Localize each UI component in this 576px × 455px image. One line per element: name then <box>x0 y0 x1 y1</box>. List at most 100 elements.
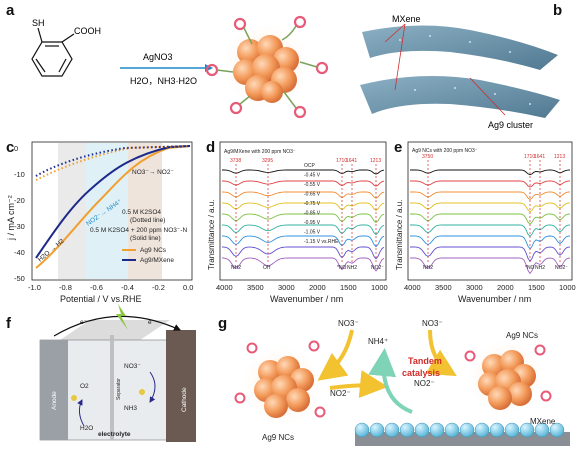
mxene-sheet-top <box>362 25 558 70</box>
surface-atom <box>414 422 430 438</box>
panel-d: d Ag9/MXene with 200 ppm NO3⁻ 3738 NH2 329… <box>206 139 388 304</box>
peak-label: 1710 <box>524 154 535 160</box>
e-y-axis-title: Transmittance / a.u. <box>395 200 404 270</box>
potential-label: -0.75 V <box>304 201 321 207</box>
panel-f-letter: f <box>6 315 12 332</box>
panel-e-letter: e <box>394 139 402 156</box>
spectrum-trace <box>410 224 571 238</box>
d-potential-labels: OCP -0.45 V -0.55 V -0.65 V -0.75 V -0.85 V -0… <box>304 163 339 245</box>
panel-a-letter: a <box>6 2 15 19</box>
h2o-label: H2O <box>80 425 93 432</box>
surface-atom <box>519 422 535 438</box>
c-x-axis-title: Potential / V vs.RHE <box>60 294 142 304</box>
ag9-cluster-dots <box>399 35 531 105</box>
anode-reaction-arrow <box>77 399 85 427</box>
spectrum-trace <box>410 235 571 250</box>
spectrum-trace <box>221 246 385 260</box>
surface-atom <box>504 422 520 438</box>
electron-label-2: e⁻ <box>148 319 156 326</box>
ag9-cluster-label: Ag9 cluster <box>488 120 533 130</box>
cell-top <box>60 320 170 340</box>
no2-right-label: NO2⁻ <box>414 379 435 388</box>
ag9-ncs-right-label: Ag9 NCs <box>506 331 538 340</box>
species-label: *NO <box>337 265 347 271</box>
potential-label: OCP <box>304 163 316 169</box>
x-tick: 2000 <box>309 283 326 292</box>
o2-bubble <box>71 395 77 401</box>
c-y-tick: -10 <box>14 170 25 179</box>
species-label: NO2⁻ <box>555 265 568 271</box>
panel-c: c H2O → H2 NO2⁻→ NH4⁺ NO3⁻→ NO2⁻ 0.5 M K… <box>6 139 193 304</box>
spectrum-trace <box>222 169 385 175</box>
c-x-tick-labels: -1.0 -0.8 -0.6 -0.4 -0.2 0.0 <box>28 283 193 292</box>
c-y-tick: -20 <box>14 196 25 205</box>
plot-e-frame <box>407 141 573 281</box>
e-spectra <box>410 169 571 275</box>
cluster-pointer <box>469 77 506 116</box>
sh-label: SH <box>32 18 45 28</box>
panel-e: e Ag9 NCs with 200 ppm NO3⁻ 3750 NH2 1710 *… <box>394 139 576 304</box>
surface-atom <box>354 422 370 438</box>
cathode-plate <box>166 330 196 442</box>
spectrum-trace <box>221 213 385 223</box>
no3-right-label: NO3⁻ <box>422 319 443 328</box>
c-y-tick: -50 <box>14 274 25 283</box>
x-tick: 1500 <box>340 283 357 292</box>
peak-label: 1641 <box>534 154 545 160</box>
panel-f: f Anode Cathode Separator electrolyte O2… <box>6 304 196 442</box>
x-tick: 2000 <box>497 283 514 292</box>
arrow-no2-to-nh4 <box>368 348 413 414</box>
note-line-1: 0.5 M K2SO4 <box>122 209 161 216</box>
x-tick: 4000 <box>216 283 233 292</box>
potential-label: -0.45 V <box>304 173 321 179</box>
surface-atom <box>534 422 550 438</box>
spectrum-trace <box>410 169 571 176</box>
spectrum-trace <box>221 224 385 236</box>
potential-label: -1.05 V <box>304 230 321 236</box>
x-tick: 4000 <box>404 283 421 292</box>
nh4-label: NH4⁺ <box>368 337 388 346</box>
x-tick: 1000 <box>371 283 388 292</box>
e-x-axis-title: Wavenumber / nm <box>458 294 531 304</box>
surface-atom <box>384 422 400 438</box>
d-spectra <box>221 169 385 272</box>
panel-g-letter: g <box>218 315 227 332</box>
panel-g: g Ag9 NCs <box>218 315 570 446</box>
spectrum-trace <box>410 191 571 201</box>
electrolyte-label: electrolyte <box>98 431 131 438</box>
species-label: NH2 <box>231 265 241 271</box>
note-line-4: (Solid line) <box>130 235 161 242</box>
mxene-label-g: MXene <box>530 417 556 426</box>
conditions-label: H2O，NH3·H2O <box>130 76 197 86</box>
thiosalicylic-acid-structure <box>31 27 75 77</box>
label-no3-no2: NO3⁻→ NO2⁻ <box>132 169 174 176</box>
d-x-tick-labels: 4000 3500 3000 2000 1500 1000 <box>216 283 388 292</box>
region-h2 <box>58 143 86 279</box>
panel-a: a SH COOH AgNO3 H2O，NH3·H2O <box>6 2 329 119</box>
c-x-tick: 0.0 <box>183 283 193 292</box>
mxene-surface-atoms <box>354 422 565 438</box>
arrow-no2-transfer <box>329 370 388 398</box>
surface-atom <box>489 422 505 438</box>
nh3-label-f: NH3 <box>124 405 137 412</box>
cathode-label: Cathode <box>181 387 188 412</box>
species-label: NH2 <box>423 265 433 271</box>
tandem-label-1: Tandem <box>408 356 442 366</box>
legend-ag9-mxene: Ag9/MXene <box>140 257 174 264</box>
species-label: NH2 <box>535 265 545 271</box>
potential-label: -0.55 V <box>304 182 321 188</box>
x-tick: 3500 <box>435 283 452 292</box>
x-tick: 1000 <box>559 283 576 292</box>
cooh-label: COOH <box>74 26 101 36</box>
surface-atom <box>444 422 460 438</box>
peak-label: 1213 <box>370 158 381 164</box>
surface-atom <box>459 422 475 438</box>
curve-ag9-mxene <box>35 145 191 259</box>
panel-b-letter: b <box>553 2 562 19</box>
c-x-tick: -0.2 <box>152 283 165 292</box>
c-y-tick-labels: 0 -10 -20 -30 -40 -50 <box>14 144 25 283</box>
separator-label: Separator <box>116 378 122 400</box>
ag9-cluster-illustration <box>205 15 329 119</box>
region-no3 <box>128 143 162 279</box>
